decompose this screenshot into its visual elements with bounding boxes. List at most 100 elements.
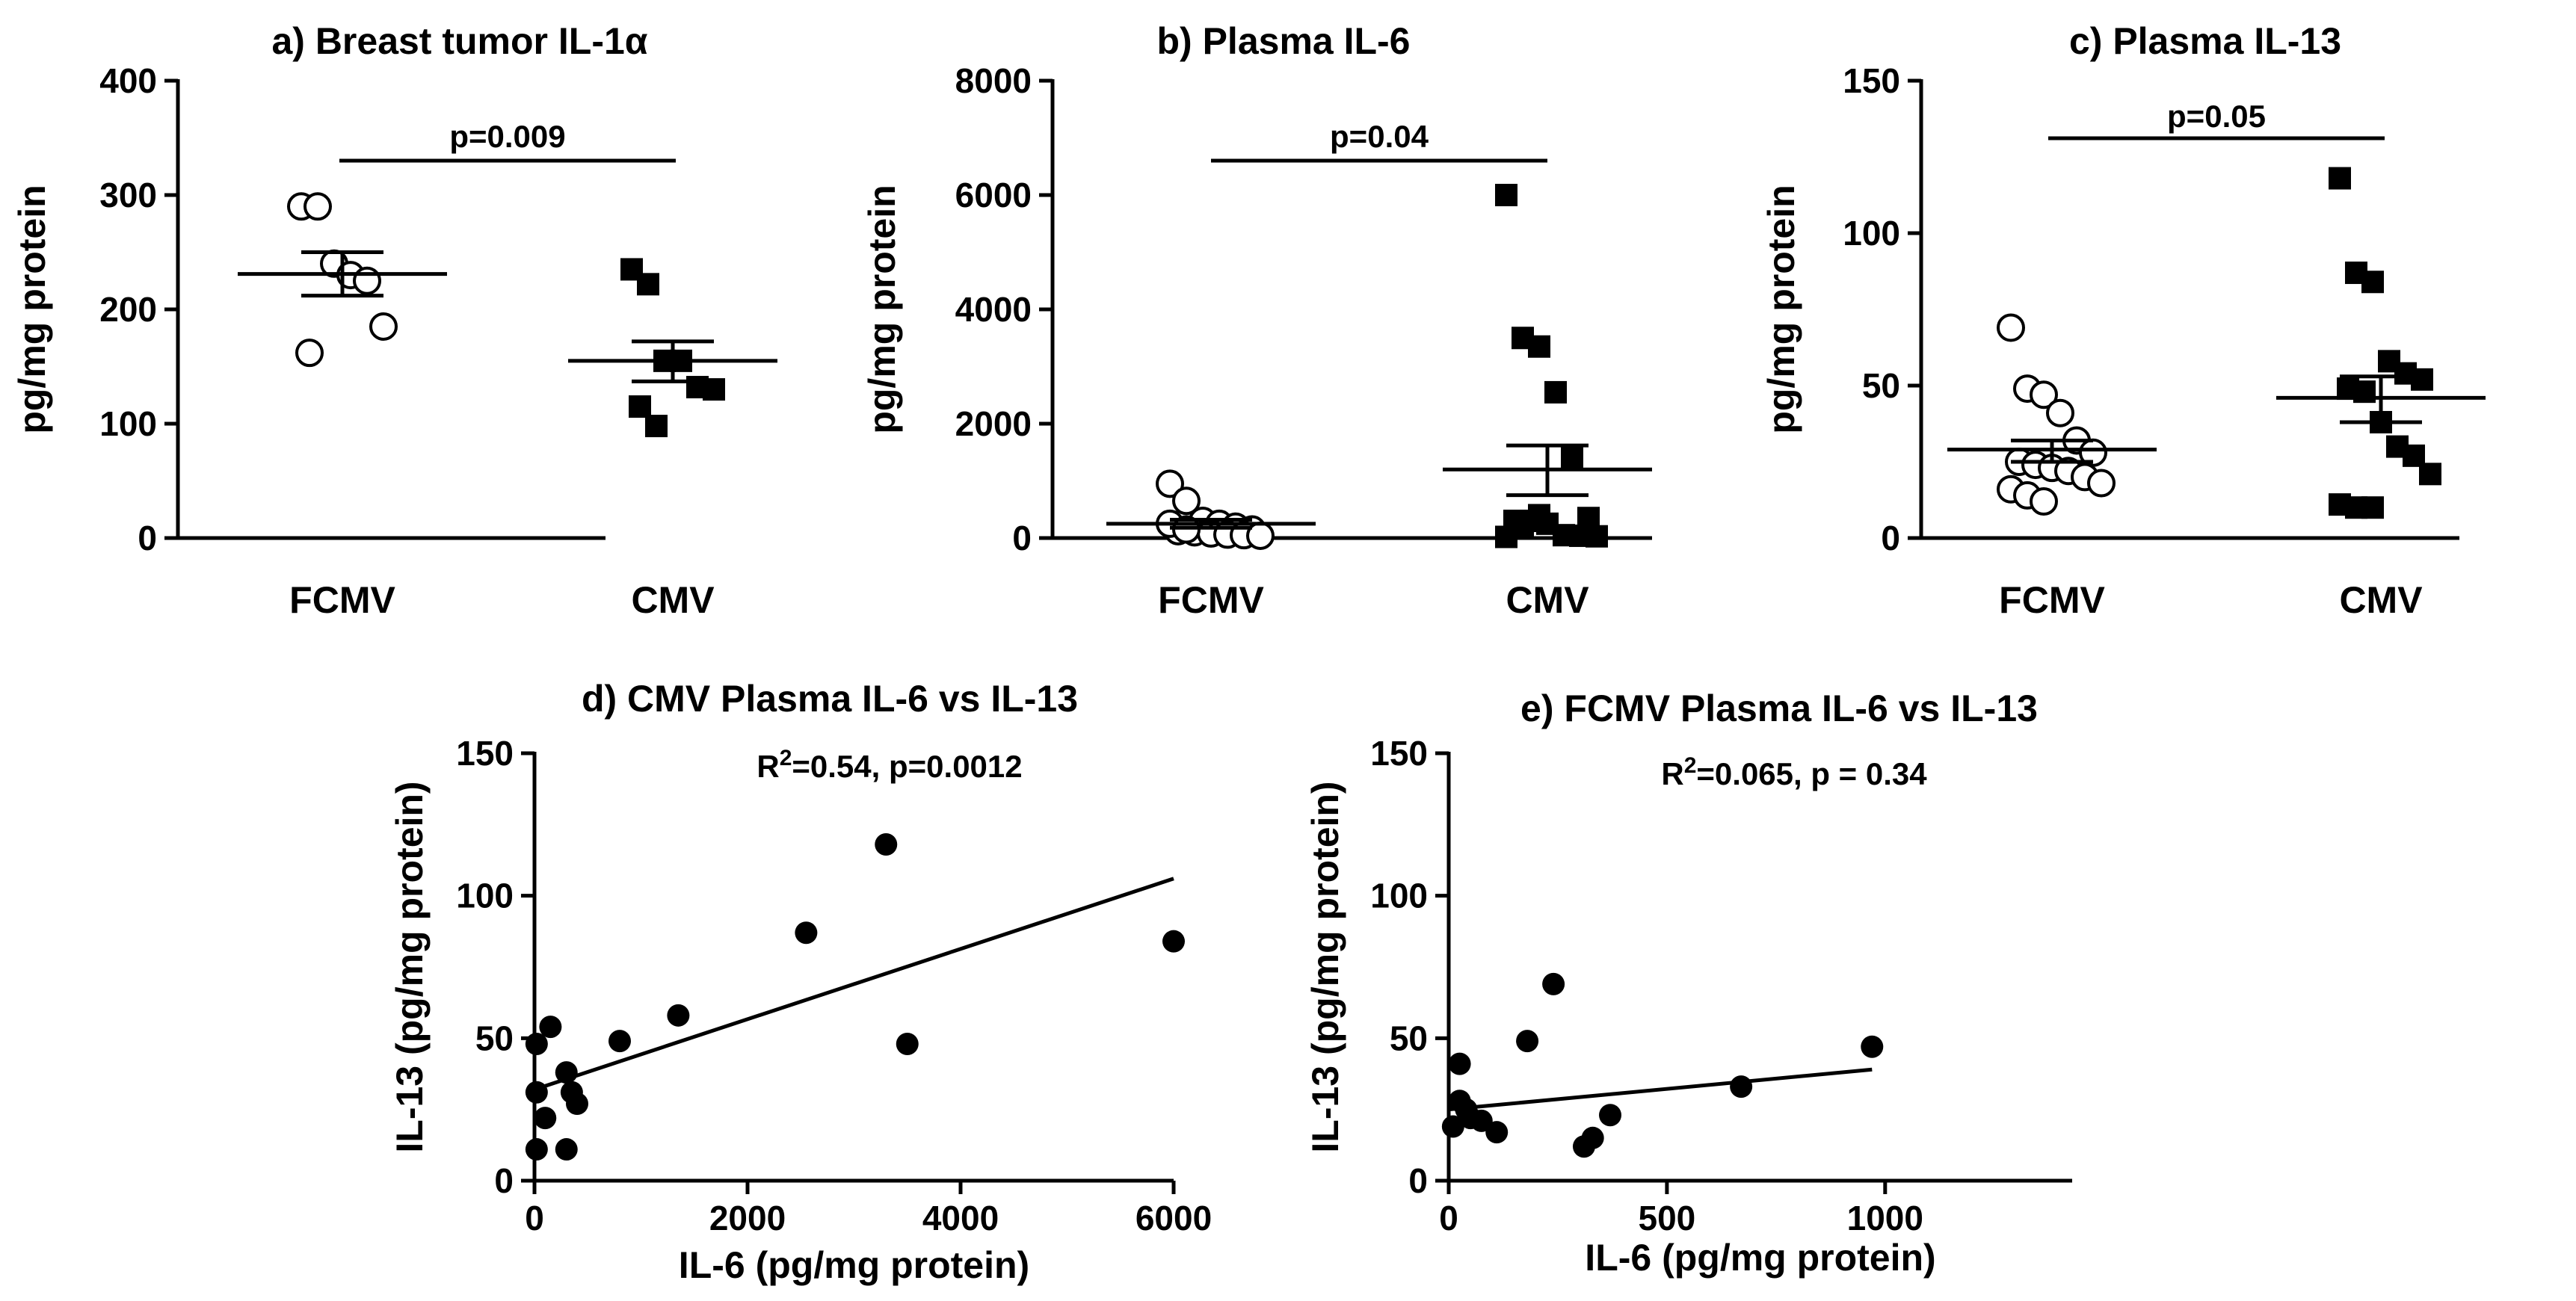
y-tick-label: 150 bbox=[1370, 734, 1428, 773]
data-point-cmv bbox=[1528, 504, 1550, 527]
y-axis-label: pg/mg protein bbox=[1760, 185, 1802, 433]
data-point bbox=[1516, 1030, 1539, 1053]
data-point-fcmv bbox=[1156, 469, 1184, 498]
data-point bbox=[525, 1138, 548, 1161]
data-point bbox=[1485, 1121, 1509, 1144]
y-tick-label: 8000 bbox=[955, 61, 1032, 100]
y-tick-label: 300 bbox=[99, 176, 157, 214]
data-point-cmv bbox=[1544, 380, 1567, 404]
panel-e-title: e) FCMV Plasma IL-6 vs IL-13 bbox=[1520, 687, 2038, 729]
x-tick-label: 0 bbox=[525, 1199, 544, 1237]
x-axis-label: IL-6 (pg/mg protein) bbox=[679, 1244, 1029, 1286]
y-tick-label: 400 bbox=[99, 61, 157, 100]
y-tick-label: 0 bbox=[138, 519, 157, 557]
panel-d-title: d) CMV Plasma IL-6 vs IL-13 bbox=[582, 678, 1078, 720]
data-point bbox=[566, 1093, 588, 1116]
p-value-label: p=0.04 bbox=[1330, 119, 1429, 154]
y-tick-label: 100 bbox=[99, 404, 157, 443]
data-point bbox=[795, 921, 818, 945]
y-tick-label: 50 bbox=[475, 1019, 514, 1057]
category-label: FCMV bbox=[289, 579, 395, 621]
x-tick-label: 2000 bbox=[709, 1199, 786, 1237]
y-tick-label: 2000 bbox=[955, 404, 1032, 443]
x-tick-label: 6000 bbox=[1136, 1199, 1212, 1237]
r-superscript: 2 bbox=[780, 746, 792, 770]
data-point-cmv bbox=[1528, 335, 1550, 358]
data-point-fcmv bbox=[2030, 487, 2058, 516]
x-tick-label: 1000 bbox=[1847, 1199, 1923, 1237]
data-point-fcmv bbox=[303, 192, 332, 221]
r-stat-text: =0.54, p=0.0012 bbox=[792, 749, 1022, 784]
y-tick-label: 4000 bbox=[955, 290, 1032, 329]
data-point-fcmv bbox=[295, 339, 324, 368]
data-point bbox=[1730, 1075, 1753, 1098]
panel-c-title: c) Plasma IL-13 bbox=[2069, 20, 2341, 62]
data-point-fcmv bbox=[2046, 398, 2074, 427]
x-axis-label: IL-6 (pg/mg protein) bbox=[1585, 1237, 1935, 1279]
y-tick-label: 0 bbox=[1408, 1161, 1428, 1200]
data-point-fcmv bbox=[2087, 469, 2116, 498]
y-tick-label: 6000 bbox=[955, 176, 1032, 214]
y-tick-label: 150 bbox=[456, 734, 514, 773]
x-tick-label: 4000 bbox=[922, 1199, 999, 1237]
y-tick-label: 0 bbox=[1012, 519, 1032, 557]
y-tick-label: 200 bbox=[99, 290, 157, 329]
data-point-fcmv bbox=[1172, 486, 1201, 516]
y-tick-label: 100 bbox=[1370, 877, 1428, 915]
p-value-label: p=0.05 bbox=[2167, 99, 2266, 134]
panel-d: d) CMV Plasma IL-6 vs IL-13 0 50 100 150 IL-1… bbox=[389, 678, 1212, 1286]
data-point bbox=[1599, 1104, 1622, 1127]
p-value-label: p=0.009 bbox=[449, 119, 565, 154]
data-point-cmv bbox=[2329, 167, 2351, 190]
y-tick-label: 50 bbox=[1862, 366, 1900, 405]
panel-a: a) Breast tumor IL-1α 0 100 200 300 400 pg/mg … bbox=[11, 20, 777, 621]
data-point bbox=[1448, 1052, 1471, 1075]
data-point bbox=[555, 1061, 578, 1084]
category-label: CMV bbox=[631, 579, 715, 621]
data-point bbox=[1470, 1109, 1493, 1132]
regression-line bbox=[534, 877, 1174, 1092]
data-point-fcmv bbox=[369, 312, 398, 341]
panel-b-title: b) Plasma IL-6 bbox=[1157, 20, 1411, 62]
panel-c: c) Plasma IL-13 0 50 100 150 pg/mg protein FCM… bbox=[1760, 20, 2486, 621]
data-point bbox=[608, 1030, 631, 1053]
y-tick-label: 100 bbox=[1843, 214, 1900, 253]
r-prefix: R bbox=[757, 749, 779, 784]
y-tick-label: 0 bbox=[1881, 519, 1900, 557]
y-tick-label: 0 bbox=[494, 1161, 514, 1200]
r-squared-label: R2=0.065, p = 0.34 bbox=[1661, 753, 1927, 791]
data-point-cmv bbox=[2361, 271, 2384, 294]
data-point bbox=[539, 1016, 562, 1039]
y-axis-label: IL-13 (pg/mg protein) bbox=[1304, 781, 1346, 1152]
y-axis-label: pg/mg protein bbox=[861, 185, 903, 433]
data-point-cmv bbox=[1495, 184, 1517, 206]
data-point-cmv bbox=[2411, 368, 2433, 391]
data-point-cmv bbox=[2419, 463, 2441, 486]
data-point-cmv bbox=[645, 415, 668, 438]
y-axis-label: IL-13 (pg/mg protein) bbox=[389, 781, 431, 1152]
category-label: FCMV bbox=[1999, 579, 2105, 621]
y-tick-label: 150 bbox=[1843, 61, 1900, 100]
data-point bbox=[1861, 1035, 1884, 1058]
data-point bbox=[1572, 1135, 1595, 1158]
data-point-cmv bbox=[1561, 446, 1583, 469]
panel-b: b) Plasma IL-6 0 2000 4000 6000 8000 pg/mg pro… bbox=[861, 20, 1652, 621]
category-label: CMV bbox=[2339, 579, 2423, 621]
data-point bbox=[1162, 930, 1185, 953]
data-point bbox=[525, 1032, 548, 1055]
data-point bbox=[525, 1081, 548, 1104]
data-point-fcmv bbox=[353, 266, 381, 295]
y-tick-label: 50 bbox=[1390, 1019, 1428, 1057]
x-tick-label: 500 bbox=[1639, 1199, 1696, 1237]
category-label: FCMV bbox=[1158, 579, 1264, 621]
data-point bbox=[1542, 972, 1565, 995]
r-superscript: 2 bbox=[1684, 753, 1697, 778]
r-squared-label: R2=0.54, p=0.0012 bbox=[757, 746, 1022, 784]
y-tick-label: 100 bbox=[456, 877, 514, 915]
data-point-fcmv bbox=[1997, 313, 2025, 342]
data-point-cmv bbox=[637, 273, 659, 296]
data-point bbox=[896, 1032, 919, 1055]
category-label: CMV bbox=[1506, 579, 1589, 621]
data-point bbox=[667, 1004, 690, 1027]
